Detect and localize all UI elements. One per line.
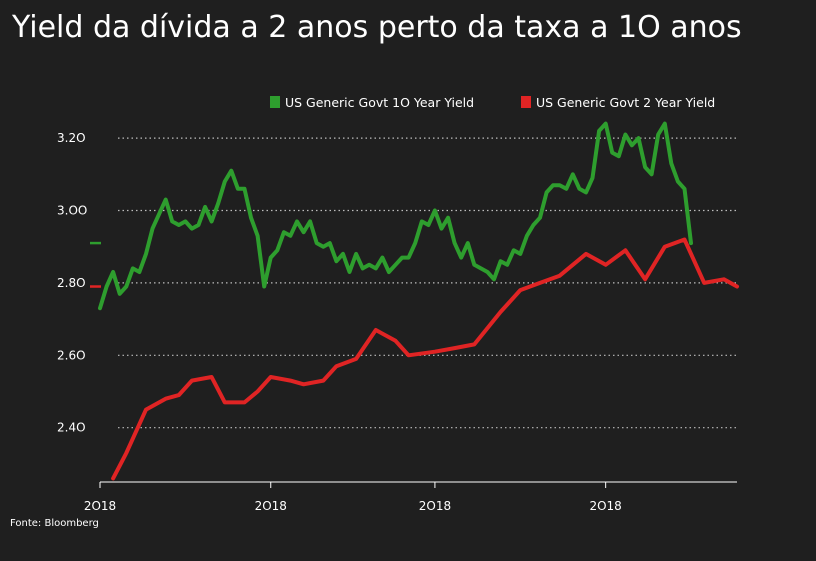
series-line-10-year bbox=[98, 121, 693, 311]
series-lines bbox=[98, 121, 739, 481]
source-note: Fonte: Bloomberg bbox=[10, 518, 99, 529]
legend-swatch bbox=[521, 96, 531, 108]
x-tick-label: 2O18 bbox=[589, 499, 621, 513]
x-tick-label: 2O18 bbox=[255, 499, 287, 513]
grid-lines bbox=[118, 137, 737, 429]
x-tick-label: 2O18 bbox=[84, 499, 116, 513]
x-tick-label: 2O18 bbox=[419, 499, 451, 513]
legend: US Generic Govt 1O Year Yield US Generic … bbox=[270, 95, 715, 110]
x-axis: 2O18 2O18 2O18 2O18 bbox=[84, 481, 737, 513]
legend-label: US Generic Govt 1O Year Yield bbox=[285, 95, 474, 110]
y-tick-label: 2.6O bbox=[57, 348, 86, 362]
series-line-2-year bbox=[111, 237, 739, 481]
legend-swatch bbox=[270, 96, 280, 108]
y-tick-label: 3.OO bbox=[57, 204, 87, 218]
last-value-markers bbox=[90, 241, 101, 288]
y-tick-label: 3.2O bbox=[57, 131, 86, 145]
y-axis-ticks: 2.4O 2.6O 2.8O 3.OO 3.2O bbox=[57, 131, 87, 435]
chart-title: Yield da dívida a 2 anos perto da taxa a… bbox=[12, 10, 742, 45]
legend-label: US Generic Govt 2 Year Yield bbox=[536, 95, 715, 110]
y-tick-label: 2.4O bbox=[57, 421, 86, 435]
y-tick-label: 2.8O bbox=[57, 276, 86, 290]
